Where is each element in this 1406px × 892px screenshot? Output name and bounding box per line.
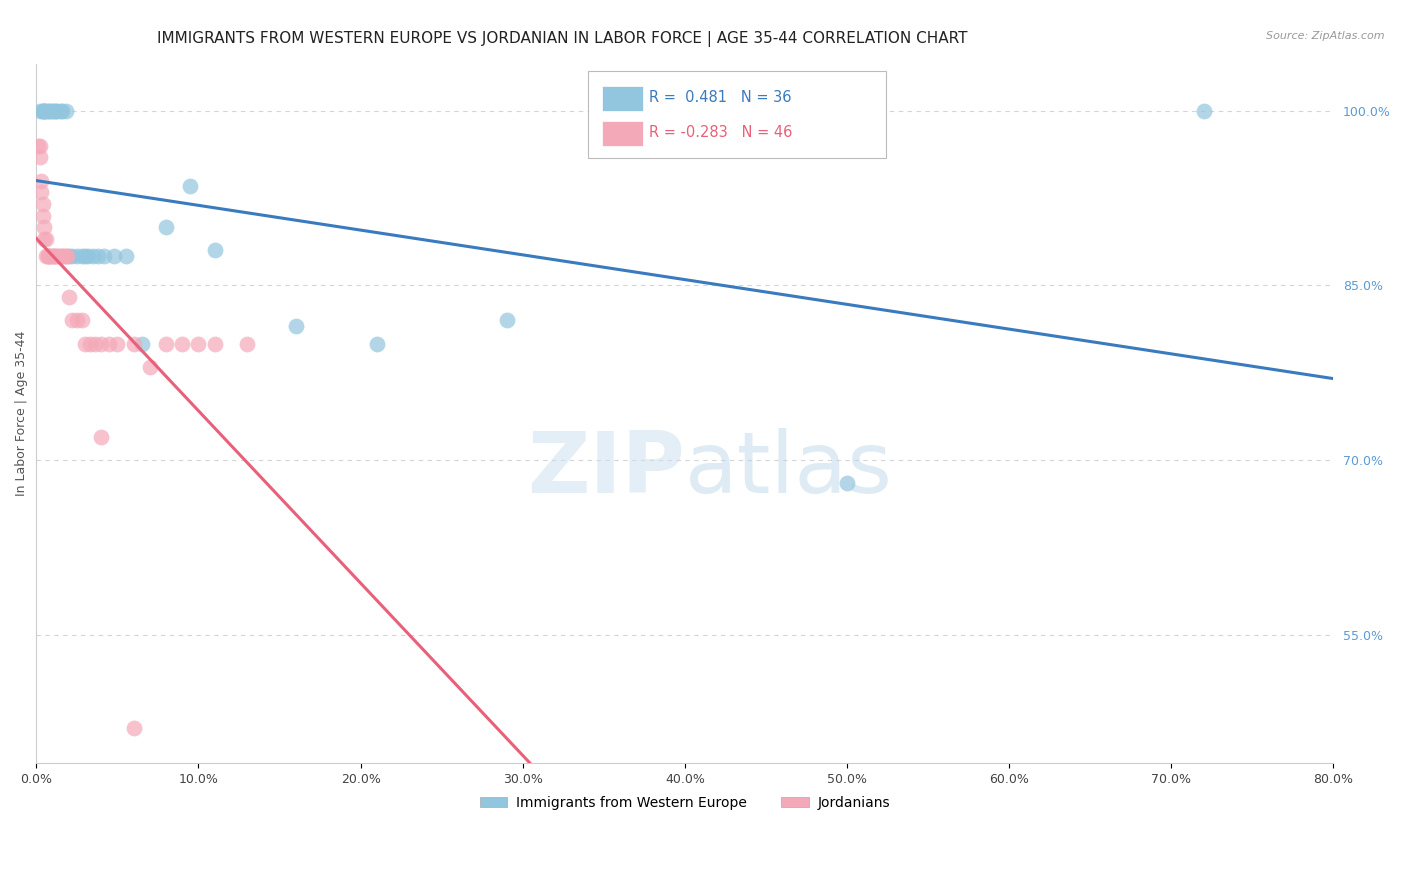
Point bbox=[90, 336, 112, 351]
Point bbox=[51, 103, 73, 118]
Text: R = -0.283   N = 46: R = -0.283 N = 46 bbox=[648, 125, 792, 140]
Point bbox=[35, 249, 58, 263]
Point bbox=[34, 103, 56, 118]
Point bbox=[49, 103, 72, 118]
Point bbox=[28, 138, 51, 153]
Point bbox=[37, 249, 59, 263]
Point bbox=[98, 336, 121, 351]
Point bbox=[79, 336, 101, 351]
Point bbox=[155, 220, 177, 235]
Point bbox=[60, 313, 83, 327]
Text: atlas: atlas bbox=[685, 428, 893, 511]
Point bbox=[27, 138, 49, 153]
Point bbox=[41, 249, 63, 263]
Point bbox=[236, 336, 259, 351]
Point bbox=[204, 336, 226, 351]
Point bbox=[73, 336, 96, 351]
Point bbox=[179, 179, 201, 194]
Point bbox=[87, 249, 110, 263]
Point bbox=[49, 249, 72, 263]
Point bbox=[70, 313, 93, 327]
Point bbox=[495, 313, 517, 327]
Point bbox=[114, 249, 136, 263]
Point bbox=[31, 103, 53, 118]
Point bbox=[131, 336, 153, 351]
Point bbox=[35, 232, 58, 246]
Point bbox=[139, 359, 162, 374]
Point bbox=[31, 209, 53, 223]
Point bbox=[835, 476, 858, 491]
Point bbox=[77, 249, 100, 263]
Point bbox=[105, 336, 128, 351]
Point bbox=[58, 290, 80, 304]
Point bbox=[45, 103, 67, 118]
Point bbox=[44, 103, 66, 118]
FancyBboxPatch shape bbox=[602, 86, 644, 111]
Point bbox=[34, 220, 56, 235]
FancyBboxPatch shape bbox=[588, 71, 886, 159]
FancyBboxPatch shape bbox=[602, 121, 644, 146]
Point bbox=[38, 103, 60, 118]
Point bbox=[28, 150, 51, 164]
Point bbox=[103, 249, 125, 263]
Point bbox=[73, 249, 96, 263]
Point bbox=[34, 232, 56, 246]
Point bbox=[55, 103, 77, 118]
Point bbox=[60, 249, 83, 263]
Point bbox=[31, 103, 53, 118]
Point bbox=[204, 244, 226, 258]
Text: Source: ZipAtlas.com: Source: ZipAtlas.com bbox=[1267, 31, 1385, 41]
Point bbox=[28, 103, 51, 118]
Point bbox=[56, 249, 79, 263]
Point bbox=[31, 197, 53, 211]
Point bbox=[46, 103, 69, 118]
Point bbox=[41, 249, 63, 263]
Point bbox=[1192, 103, 1215, 118]
Point bbox=[34, 103, 56, 118]
Point bbox=[41, 103, 63, 118]
Point bbox=[66, 249, 89, 263]
Point bbox=[37, 103, 59, 118]
Text: ZIP: ZIP bbox=[527, 428, 685, 511]
Point bbox=[58, 249, 80, 263]
Y-axis label: In Labor Force | Age 35-44: In Labor Force | Age 35-44 bbox=[15, 331, 28, 496]
Point bbox=[90, 430, 112, 444]
Point bbox=[66, 313, 89, 327]
Point bbox=[55, 249, 77, 263]
Point bbox=[37, 249, 59, 263]
Point bbox=[366, 336, 388, 351]
Point bbox=[83, 336, 105, 351]
Point bbox=[38, 249, 60, 263]
Point bbox=[172, 336, 194, 351]
Legend: Immigrants from Western Europe, Jordanians: Immigrants from Western Europe, Jordania… bbox=[474, 790, 896, 815]
Point bbox=[52, 249, 75, 263]
Point bbox=[44, 249, 66, 263]
Point bbox=[30, 185, 52, 199]
Point bbox=[39, 103, 62, 118]
Text: R =  0.481   N = 36: R = 0.481 N = 36 bbox=[648, 89, 792, 104]
Point bbox=[45, 249, 67, 263]
Point bbox=[46, 249, 69, 263]
Point bbox=[48, 249, 70, 263]
Point bbox=[82, 249, 104, 263]
Point bbox=[39, 249, 62, 263]
Point bbox=[35, 103, 58, 118]
Point bbox=[51, 249, 73, 263]
Point bbox=[38, 249, 60, 263]
Point bbox=[122, 721, 145, 735]
Point bbox=[284, 319, 307, 334]
Text: IMMIGRANTS FROM WESTERN EUROPE VS JORDANIAN IN LABOR FORCE | AGE 35-44 CORRELATI: IMMIGRANTS FROM WESTERN EUROPE VS JORDAN… bbox=[157, 31, 967, 47]
Point bbox=[30, 173, 52, 187]
Point bbox=[93, 249, 115, 263]
Point bbox=[187, 336, 209, 351]
Point bbox=[70, 249, 93, 263]
Point bbox=[122, 336, 145, 351]
Point bbox=[155, 336, 177, 351]
